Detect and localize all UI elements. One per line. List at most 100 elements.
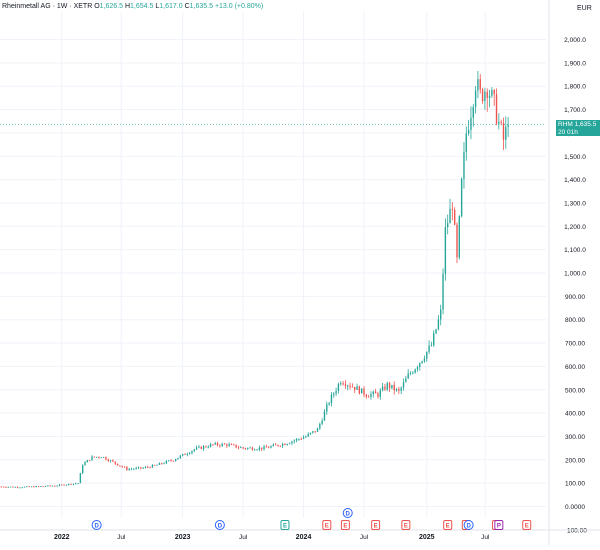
candle-body <box>100 457 102 459</box>
candle-body <box>184 453 186 455</box>
candle-body <box>430 345 433 347</box>
split-marker <box>494 520 504 530</box>
candle-body <box>112 460 114 462</box>
earnings-marker <box>280 520 290 530</box>
candle-body <box>393 384 395 391</box>
candle-body <box>400 387 402 391</box>
candle-body <box>446 223 449 228</box>
candle-body <box>279 445 282 447</box>
candle-body <box>72 483 75 485</box>
candle-body <box>270 446 272 448</box>
candle-body <box>61 484 63 486</box>
candle-body <box>495 94 498 124</box>
candle-body <box>65 484 68 486</box>
candle-body <box>191 450 193 454</box>
candle-body <box>144 466 147 468</box>
candle-body <box>126 467 128 470</box>
candle-body <box>200 446 202 449</box>
candle-body <box>207 446 209 448</box>
candle-body <box>300 438 302 440</box>
candle-body <box>49 485 51 487</box>
candle-body <box>12 486 14 488</box>
candle-body <box>242 447 244 449</box>
candle-body <box>354 386 356 390</box>
candle-body <box>123 466 126 468</box>
candle-body <box>221 443 223 446</box>
candle-body <box>109 460 112 462</box>
candle-body <box>88 460 91 461</box>
candle-body <box>235 444 237 448</box>
candle-body <box>209 444 212 447</box>
candle-body <box>205 446 207 448</box>
candle-body <box>79 473 82 484</box>
y-tick-label: 400.00 <box>565 411 585 418</box>
candle-body <box>251 447 254 450</box>
candle-body <box>498 121 500 124</box>
candle-body <box>230 444 233 446</box>
candle-body <box>212 444 214 446</box>
candle-body <box>347 385 349 387</box>
candle-body <box>9 486 12 488</box>
candle-body <box>386 383 388 390</box>
candle-body <box>426 351 428 359</box>
y-tick-label: 200.00 <box>565 457 585 464</box>
candle-body <box>395 388 398 391</box>
candle-body <box>188 453 191 454</box>
candle-body <box>281 443 284 447</box>
candle-body <box>37 486 40 487</box>
candle-body <box>154 464 156 466</box>
candle-body <box>344 384 347 387</box>
candle-body <box>295 438 298 441</box>
candle-body <box>323 411 326 421</box>
candle-body <box>202 446 205 449</box>
candle-body <box>349 385 351 387</box>
candle-body <box>51 485 54 487</box>
candle-body <box>500 121 502 123</box>
dividend-marker <box>463 520 474 530</box>
candle-body <box>481 89 484 102</box>
candle-body <box>458 216 461 258</box>
earnings-marker <box>401 520 411 530</box>
candle-body <box>277 444 279 446</box>
candle-body <box>407 373 409 379</box>
y-tick-label: 1,900.0 <box>564 60 586 67</box>
candle-body <box>267 447 270 449</box>
dividend-marker-label: D <box>218 523 223 529</box>
currency-label[interactable]: EUR <box>577 5 592 12</box>
candle-body <box>168 460 170 462</box>
candle-body <box>367 396 370 398</box>
candle-body <box>233 444 235 446</box>
candle-body <box>316 428 319 432</box>
x-tick-label: 2025 <box>419 534 435 541</box>
earnings-marker <box>340 520 350 530</box>
candle-body <box>502 122 505 140</box>
y-tick-label: 1,500.0 <box>564 154 586 161</box>
candle-body <box>75 483 77 485</box>
candle-body <box>181 453 184 456</box>
candle-body <box>309 432 312 434</box>
candle-body <box>30 486 33 488</box>
candle-body <box>305 436 307 438</box>
candle-body <box>351 386 354 388</box>
candle-body <box>356 386 358 390</box>
low-label: L <box>155 3 160 10</box>
y-tick-label: 1,000.0 <box>564 271 586 278</box>
candle-body <box>307 433 309 437</box>
candle-body <box>444 227 447 274</box>
candle-body <box>263 446 265 450</box>
y-tick-label: 500.00 <box>565 387 585 394</box>
high-value: 1,654.5 <box>130 3 154 10</box>
candle-body <box>453 209 456 225</box>
candle-body <box>286 443 288 445</box>
candle-body <box>151 464 154 468</box>
candle-body <box>35 486 37 488</box>
y-tick-label: 900.00 <box>565 294 585 301</box>
candle-body <box>423 358 426 362</box>
candle-body <box>226 444 228 446</box>
y-tick-label: 300.00 <box>565 434 585 441</box>
candle-body <box>56 485 58 487</box>
y-tick-label: −100.00 <box>563 527 587 534</box>
earnings-marker-label: E <box>525 523 529 529</box>
